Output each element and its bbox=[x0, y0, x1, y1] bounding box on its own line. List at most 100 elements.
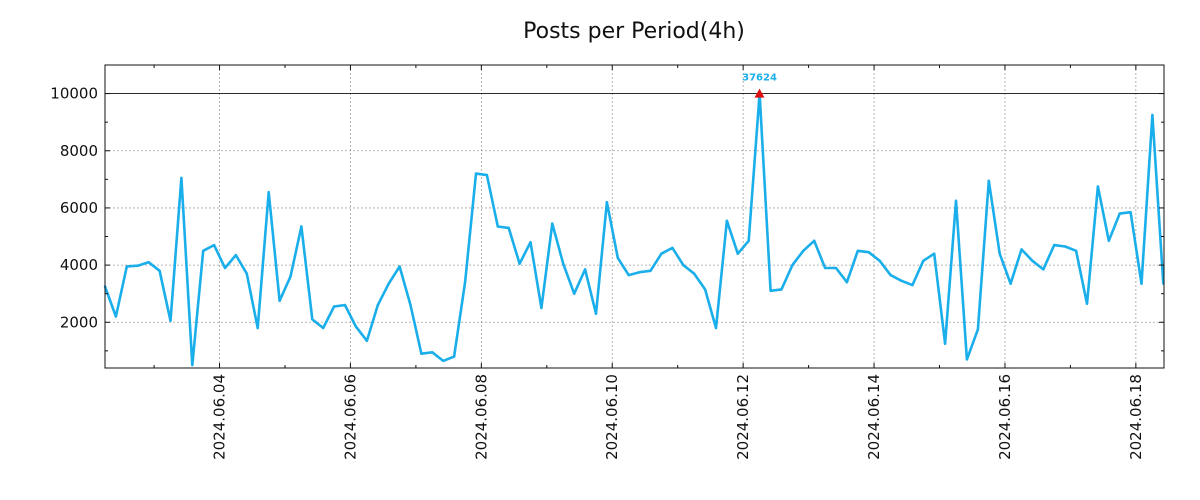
data-point bbox=[889, 273, 892, 277]
data-point bbox=[1053, 243, 1056, 247]
data-point bbox=[147, 261, 150, 264]
data-point bbox=[594, 312, 598, 315]
data-point bbox=[245, 272, 248, 275]
chart-title: Posts per Period(4h) bbox=[523, 19, 745, 44]
data-point bbox=[398, 265, 401, 268]
data-point bbox=[125, 265, 128, 268]
data-point bbox=[1096, 185, 1100, 188]
data-point bbox=[1074, 249, 1078, 252]
data-point bbox=[300, 225, 303, 228]
data-point bbox=[278, 299, 281, 302]
data-point bbox=[562, 262, 565, 265]
data-point bbox=[442, 359, 445, 363]
data-points bbox=[103, 92, 1165, 367]
data-point bbox=[387, 282, 390, 285]
x-tick-label: 2024.06.10 bbox=[603, 374, 621, 460]
peak-marker bbox=[754, 88, 765, 98]
data-point bbox=[180, 176, 183, 180]
x-axis-ticks: 2024.06.04 2024.06.06 2024.06.08 2024.06.10… bbox=[153, 65, 1145, 460]
data-point bbox=[616, 256, 619, 260]
data-point bbox=[234, 253, 238, 257]
data-point bbox=[1151, 113, 1154, 117]
data-point bbox=[1020, 248, 1023, 251]
data-point bbox=[900, 279, 903, 282]
y-tick-label: 8000 bbox=[60, 142, 98, 160]
y-tick-label: 10000 bbox=[50, 85, 98, 103]
data-point bbox=[660, 252, 663, 255]
data-point bbox=[202, 249, 205, 252]
data-point bbox=[856, 249, 859, 252]
data-point bbox=[529, 241, 532, 244]
data-point bbox=[976, 328, 980, 331]
data-point bbox=[965, 358, 969, 361]
peak-label: 37624 bbox=[742, 73, 777, 84]
data-point bbox=[693, 272, 696, 275]
data-point bbox=[1042, 268, 1045, 271]
data-point bbox=[1085, 302, 1089, 305]
x-tick-label: 2024.06.04 bbox=[211, 374, 229, 460]
data-point bbox=[267, 191, 270, 194]
data-point bbox=[1107, 239, 1111, 242]
data-point bbox=[1140, 282, 1143, 285]
data-point bbox=[627, 273, 630, 277]
grid-layer bbox=[105, 65, 1164, 368]
data-point bbox=[791, 263, 794, 267]
data-point bbox=[409, 303, 412, 307]
y-tick-label: 6000 bbox=[60, 199, 98, 217]
data-point bbox=[169, 319, 172, 322]
data-point bbox=[725, 219, 729, 222]
plot-frame bbox=[104, 64, 1165, 369]
data-point bbox=[420, 352, 423, 355]
data-point bbox=[747, 239, 750, 242]
data-point bbox=[158, 269, 161, 272]
data-point bbox=[845, 281, 849, 284]
data-point bbox=[212, 243, 216, 247]
data-point bbox=[551, 222, 554, 225]
data-point bbox=[1063, 245, 1067, 248]
data-point bbox=[1031, 259, 1034, 262]
data-point bbox=[813, 239, 816, 242]
x-tick-label: 2024.06.14 bbox=[865, 374, 883, 460]
y-axis-ticks: 2000 4000 6000 8000 10000 bbox=[50, 64, 1164, 352]
data-point bbox=[365, 339, 369, 342]
data-point bbox=[987, 179, 990, 182]
data-point bbox=[605, 201, 609, 204]
y-tick-label: 4000 bbox=[60, 256, 98, 274]
x-tick-label: 2024.06.06 bbox=[341, 374, 359, 460]
data-point bbox=[289, 275, 292, 278]
data-point bbox=[1129, 211, 1132, 214]
data-point bbox=[322, 326, 325, 330]
data-point bbox=[933, 252, 936, 255]
data-point bbox=[496, 225, 499, 228]
data-point bbox=[573, 292, 576, 295]
x-tick-label: 2024.06.16 bbox=[996, 374, 1014, 460]
data-point bbox=[191, 363, 194, 367]
y-tick-label: 2000 bbox=[60, 313, 98, 331]
data-point bbox=[1009, 282, 1012, 285]
data-point bbox=[922, 259, 925, 262]
data-point bbox=[223, 266, 227, 270]
data-point bbox=[943, 342, 947, 345]
data-point bbox=[682, 263, 685, 267]
data-point bbox=[911, 283, 914, 287]
data-point bbox=[823, 266, 827, 270]
data-point bbox=[867, 251, 870, 254]
data-point bbox=[714, 326, 718, 330]
data-point bbox=[769, 289, 772, 292]
data-point bbox=[540, 306, 543, 310]
data-point bbox=[463, 281, 467, 284]
data-point bbox=[998, 252, 1001, 255]
data-point bbox=[638, 271, 641, 274]
data-point bbox=[703, 288, 707, 291]
data-point bbox=[136, 264, 139, 267]
data-point bbox=[114, 315, 118, 318]
data-point bbox=[507, 226, 510, 230]
data-point bbox=[954, 199, 958, 202]
x-tick-label: 2024.06.12 bbox=[734, 374, 752, 460]
data-point bbox=[485, 173, 489, 177]
series-line-posts bbox=[103, 92, 1165, 367]
data-point bbox=[1118, 212, 1121, 215]
data-point bbox=[671, 246, 674, 250]
x-tick-label: 2024.06.18 bbox=[1127, 374, 1145, 460]
